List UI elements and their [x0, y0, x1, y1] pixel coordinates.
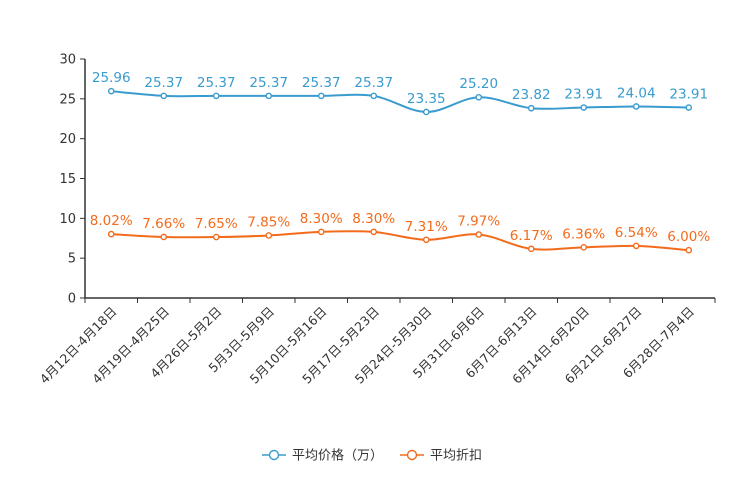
discount-point[interactable] — [685, 246, 693, 254]
price-point[interactable] — [422, 108, 430, 116]
discount-point[interactable] — [107, 230, 115, 238]
price-data-label: 25.96 — [92, 70, 131, 86]
price-data-label: 23.91 — [564, 87, 603, 103]
price-data-label: 25.20 — [459, 76, 498, 92]
price-point[interactable] — [107, 87, 115, 95]
y-tick-label: 20 — [59, 132, 76, 147]
price-point[interactable] — [265, 92, 273, 100]
price-line — [111, 90, 689, 113]
y-tick-label: 0 — [68, 292, 76, 307]
legend: 平均价格（万） 平均折扣 — [262, 448, 482, 464]
price-point[interactable] — [370, 92, 378, 100]
legend-label: 平均价格（万） — [292, 448, 383, 464]
price-point[interactable] — [160, 92, 168, 100]
legend-marker-icon — [406, 449, 418, 461]
discount-data-label: 6.17% — [510, 228, 553, 244]
price-point[interactable] — [580, 104, 588, 111]
legend-item-discount[interactable]: 平均折扣 — [400, 449, 482, 464]
discount-data-label: 8.30% — [352, 211, 395, 227]
discount-data-label: 8.30% — [300, 211, 343, 227]
discount-point[interactable] — [475, 231, 483, 238]
discount-data-label: 6.36% — [562, 226, 605, 242]
price-point[interactable] — [317, 92, 325, 100]
price-point[interactable] — [475, 93, 483, 101]
discount-data-label: 6.00% — [667, 229, 710, 245]
discount-data-label: 6.54% — [615, 225, 658, 241]
legend-marker-icon — [268, 449, 280, 461]
price-data-label: 23.91 — [669, 87, 708, 103]
price-data-label: 25.37 — [144, 75, 183, 91]
y-tick-label: 5 — [68, 252, 76, 267]
y-tick-label: 10 — [59, 212, 76, 227]
price-data-label: 25.37 — [354, 75, 393, 91]
discount-line — [111, 230, 689, 252]
discount-data-label: 7.97% — [457, 214, 500, 230]
discount-point[interactable] — [527, 245, 535, 253]
discount-data-label: 7.85% — [247, 214, 290, 230]
price-point[interactable] — [632, 103, 640, 110]
legend-label: 平均折扣 — [430, 449, 482, 464]
price-point[interactable] — [527, 104, 535, 112]
price-data-label: 25.37 — [249, 75, 288, 91]
discount-point[interactable] — [212, 233, 220, 241]
discount-point[interactable] — [632, 242, 640, 250]
price-point[interactable] — [685, 104, 693, 111]
discount-data-label: 8.02% — [90, 213, 133, 229]
discount-series: 8.02% 7.66% 7.65% 7.85% 8.30% 8.30% 7.31% 7.97%… — [90, 211, 710, 254]
price-data-label: 23.82 — [512, 87, 551, 103]
legend-item-price[interactable]: 平均价格（万） — [262, 448, 383, 464]
discount-point[interactable] — [265, 232, 273, 239]
discount-data-label: 7.65% — [195, 216, 238, 232]
price-data-label: 25.37 — [302, 75, 341, 91]
y-tick-label: 15 — [59, 172, 76, 187]
price-data-label: 24.04 — [617, 85, 656, 101]
discount-data-label: 7.31% — [405, 219, 448, 235]
discount-point[interactable] — [370, 228, 378, 236]
discount-point[interactable] — [580, 244, 588, 251]
discount-point[interactable] — [160, 233, 168, 241]
price-data-label: 25.37 — [197, 75, 236, 91]
price-series: 25.96 25.37 25.37 25.37 25.37 25.37 23.35 25.20… — [92, 70, 708, 116]
price-point[interactable] — [212, 92, 220, 100]
y-tick-label: 25 — [59, 92, 76, 107]
price-data-label: 23.35 — [407, 91, 446, 107]
discount-data-label: 7.66% — [142, 216, 185, 232]
y-tick-label: 30 — [59, 53, 76, 68]
discount-point[interactable] — [422, 236, 430, 244]
discount-point[interactable] — [317, 228, 325, 236]
